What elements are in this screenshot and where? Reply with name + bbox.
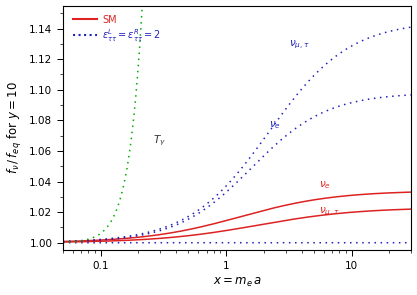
Text: $\nu_{\mu,\tau}$: $\nu_{\mu,\tau}$	[289, 39, 310, 51]
Text: $T_\gamma$: $T_\gamma$	[153, 133, 166, 148]
Text: $\nu_e$: $\nu_e$	[319, 179, 331, 191]
X-axis label: $x = m_e\, a$: $x = m_e\, a$	[213, 276, 261, 289]
Y-axis label: $f_\nu\,/\,f_{eq}$ for $y = 10$: $f_\nu\,/\,f_{eq}$ for $y = 10$	[5, 82, 23, 174]
Text: $\nu_{\mu,\tau}$: $\nu_{\mu,\tau}$	[319, 206, 339, 218]
Legend: SM, $\epsilon_{\tau\tau}^L = \epsilon_{\tau\tau}^R = 2$: SM, $\epsilon_{\tau\tau}^L = \epsilon_{\…	[71, 13, 163, 45]
Text: $\nu_e$: $\nu_e$	[269, 119, 281, 131]
